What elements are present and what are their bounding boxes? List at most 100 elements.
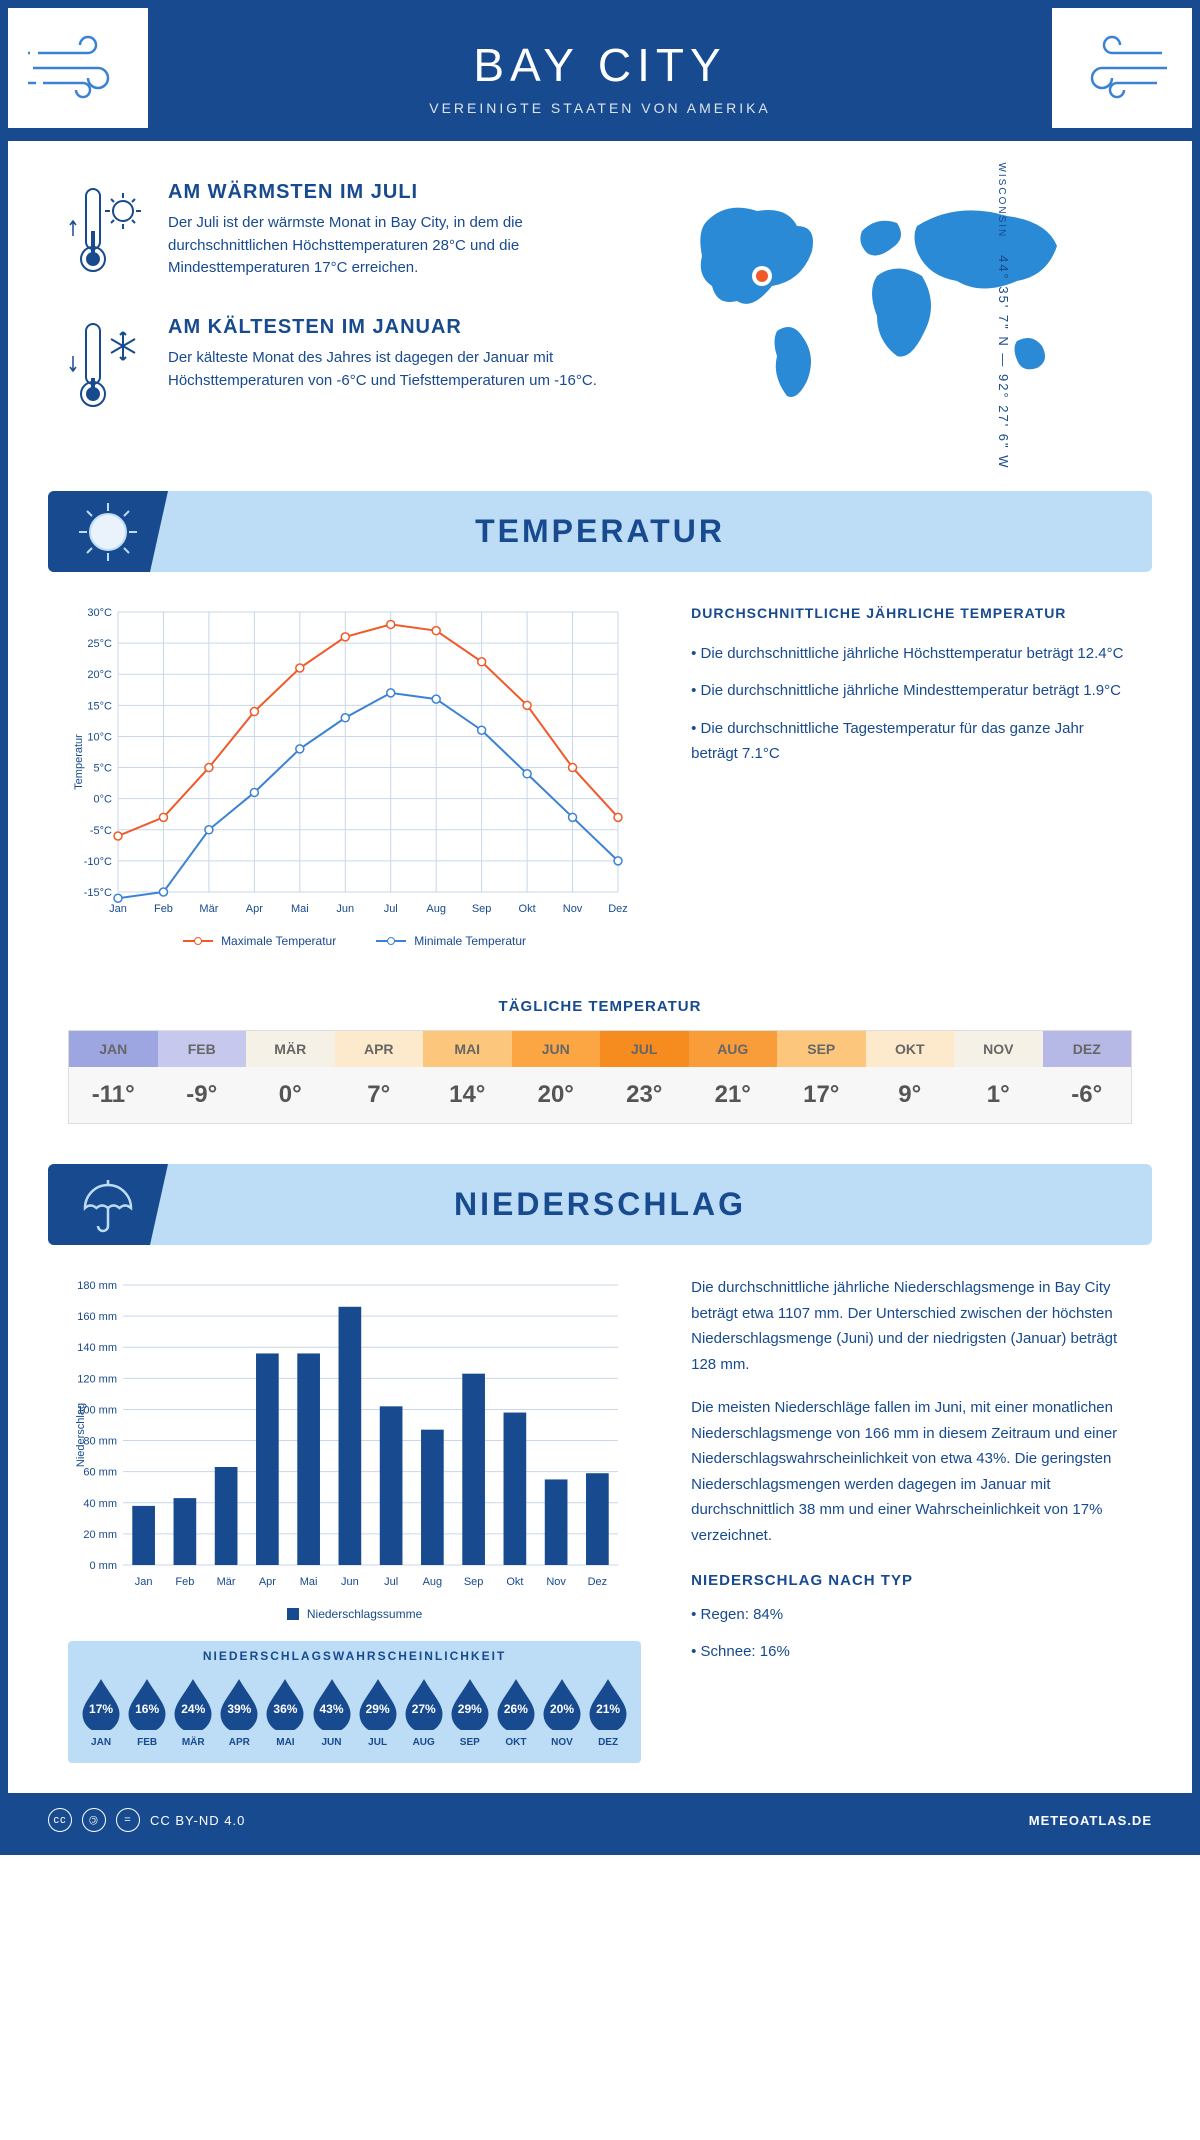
temp-cell-month: JUL bbox=[600, 1031, 689, 1067]
svg-text:40 mm: 40 mm bbox=[83, 1498, 117, 1510]
probability-drop: 17%JAN bbox=[79, 1676, 123, 1748]
temp-cell-value: 14° bbox=[423, 1067, 512, 1123]
svg-text:0°C: 0°C bbox=[94, 794, 113, 806]
precipitation-chart: 0 mm20 mm40 mm60 mm80 mm100 mm120 mm140 … bbox=[68, 1275, 641, 1763]
svg-text:Sep: Sep bbox=[464, 1576, 484, 1588]
svg-text:-5°C: -5°C bbox=[90, 825, 112, 837]
precip-paragraph: Die meisten Niederschläge fallen im Juni… bbox=[691, 1395, 1132, 1548]
svg-text:-10°C: -10°C bbox=[84, 856, 112, 868]
svg-text:140 mm: 140 mm bbox=[77, 1342, 117, 1354]
svg-text:25°C: 25°C bbox=[87, 638, 112, 650]
temp-cell-month: AUG bbox=[689, 1031, 778, 1067]
svg-text:180 mm: 180 mm bbox=[77, 1280, 117, 1292]
svg-text:Dez: Dez bbox=[608, 903, 628, 915]
drop-percent: 39% bbox=[217, 1702, 261, 1716]
temp-cell-value: 20° bbox=[512, 1067, 601, 1123]
drop-percent: 21% bbox=[586, 1702, 630, 1716]
temp-side-title: DURCHSCHNITTLICHE JÄHRLICHE TEMPERATUR bbox=[691, 602, 1132, 626]
svg-text:Mai: Mai bbox=[291, 903, 309, 915]
warm-fact: AM WÄRMSTEN IM JULI Der Juli ist der wär… bbox=[68, 181, 627, 286]
svg-text:20°C: 20°C bbox=[87, 669, 112, 681]
drop-month: SEP bbox=[448, 1737, 492, 1748]
state-label: WISCONSIN bbox=[996, 162, 1007, 238]
svg-text:Apr: Apr bbox=[259, 1576, 276, 1588]
temp-cell-value: -11° bbox=[69, 1067, 158, 1123]
coordinates-label: WISCONSIN 44° 35' 7" N — 92° 27' 6" W bbox=[996, 162, 1011, 469]
svg-text:Feb: Feb bbox=[175, 1576, 194, 1588]
drop-month: NOV bbox=[540, 1737, 584, 1748]
temp-cell: JUN20° bbox=[512, 1031, 601, 1123]
probability-drop: 16%FEB bbox=[125, 1676, 169, 1748]
footer: cc 🄯 = CC BY-ND 4.0 METEOATLAS.DE bbox=[8, 1793, 1192, 1847]
precip-paragraph: Die durchschnittliche jährliche Niedersc… bbox=[691, 1275, 1132, 1377]
svg-text:Aug: Aug bbox=[426, 903, 446, 915]
sun-icon bbox=[48, 491, 168, 572]
svg-text:Jul: Jul bbox=[384, 1576, 398, 1588]
by-icon: 🄯 bbox=[82, 1808, 106, 1832]
drop-month: FEB bbox=[125, 1737, 169, 1748]
drop-percent: 17% bbox=[79, 1702, 123, 1716]
thermometer-sun-icon bbox=[68, 181, 148, 286]
drop-month: JUL bbox=[356, 1737, 400, 1748]
world-map-icon bbox=[667, 181, 1087, 411]
svg-text:15°C: 15°C bbox=[87, 700, 112, 712]
drop-percent: 24% bbox=[171, 1702, 215, 1716]
legend-max-label: Maximale Temperatur bbox=[221, 934, 336, 948]
probability-drop: 29%JUL bbox=[356, 1676, 400, 1748]
footer-license: cc 🄯 = CC BY-ND 4.0 bbox=[48, 1808, 245, 1832]
svg-text:20 mm: 20 mm bbox=[83, 1529, 117, 1541]
svg-text:0 mm: 0 mm bbox=[90, 1560, 118, 1572]
drop-month: OKT bbox=[494, 1737, 538, 1748]
temp-cell: MÄR0° bbox=[246, 1031, 335, 1123]
svg-text:Jul: Jul bbox=[384, 903, 398, 915]
temp-bullet: • Die durchschnittliche Tagestemperatur … bbox=[691, 716, 1132, 767]
probability-drop: 36%MAI bbox=[263, 1676, 307, 1748]
nd-icon: = bbox=[116, 1808, 140, 1832]
drop-percent: 20% bbox=[540, 1702, 584, 1716]
probability-title: NIEDERSCHLAGSWAHRSCHEINLICHKEIT bbox=[68, 1641, 641, 1671]
temperature-legend: Maximale Temperatur Minimale Temperatur bbox=[68, 934, 641, 948]
svg-text:Jan: Jan bbox=[109, 903, 127, 915]
precip-by-type: NIEDERSCHLAG NACH TYP • Regen: 84%• Schn… bbox=[691, 1568, 1132, 1665]
svg-text:120 mm: 120 mm bbox=[77, 1373, 117, 1385]
svg-text:160 mm: 160 mm bbox=[77, 1311, 117, 1323]
temp-cell: DEZ-6° bbox=[1043, 1031, 1132, 1123]
svg-text:-15°C: -15°C bbox=[84, 887, 112, 899]
infographic-container: BAY CITY VEREINIGTE STAATEN VON AMERIKA … bbox=[0, 0, 1200, 1855]
temp-cell-month: JUN bbox=[512, 1031, 601, 1067]
temp-cell-month: MÄR bbox=[246, 1031, 335, 1067]
svg-text:Nov: Nov bbox=[546, 1576, 566, 1588]
license-text: CC BY-ND 4.0 bbox=[150, 1813, 245, 1828]
svg-text:Sep: Sep bbox=[472, 903, 492, 915]
temp-cell-month: APR bbox=[335, 1031, 424, 1067]
temp-cell: FEB-9° bbox=[158, 1031, 247, 1123]
daily-temp-table: JAN-11°FEB-9°MÄR0°APR7°MAI14°JUN20°JUL23… bbox=[68, 1030, 1132, 1124]
temp-cell-value: 9° bbox=[866, 1067, 955, 1123]
temp-cell-month: JAN bbox=[69, 1031, 158, 1067]
svg-text:30°C: 30°C bbox=[87, 607, 112, 619]
temp-cell: MAI14° bbox=[423, 1031, 512, 1123]
probability-drop: 27%AUG bbox=[402, 1676, 446, 1748]
temp-cell: OKT9° bbox=[866, 1031, 955, 1123]
temperature-chart: -15°C-10°C-5°C0°C5°C10°C15°C20°C25°C30°C… bbox=[68, 602, 641, 948]
cold-fact: AM KÄLTESTEN IM JANUAR Der kälteste Mona… bbox=[68, 316, 627, 421]
temp-cell-month: OKT bbox=[866, 1031, 955, 1067]
intro-row: AM WÄRMSTEN IM JULI Der Juli ist der wär… bbox=[8, 141, 1192, 481]
probability-panel: NIEDERSCHLAGSWAHRSCHEINLICHKEIT 17%JAN16… bbox=[68, 1641, 641, 1763]
drop-month: MAI bbox=[263, 1737, 307, 1748]
svg-text:Dez: Dez bbox=[588, 1576, 608, 1588]
intro-facts: AM WÄRMSTEN IM JULI Der Juli ist der wär… bbox=[68, 181, 627, 451]
temp-cell: APR7° bbox=[335, 1031, 424, 1123]
temperature-title: TEMPERATUR bbox=[48, 513, 1152, 550]
header: BAY CITY VEREINIGTE STAATEN VON AMERIKA bbox=[8, 8, 1192, 141]
temp-bullet: • Die durchschnittliche jährliche Höchst… bbox=[691, 641, 1132, 667]
svg-text:Feb: Feb bbox=[154, 903, 173, 915]
drop-month: JUN bbox=[310, 1737, 354, 1748]
precipitation-side-text: Die durchschnittliche jährliche Niedersc… bbox=[691, 1275, 1132, 1763]
thermometer-snow-icon bbox=[68, 316, 148, 421]
legend-min: Minimale Temperatur bbox=[376, 934, 526, 948]
country-subtitle: VEREINIGTE STAATEN VON AMERIKA bbox=[8, 100, 1192, 116]
temp-cell-month: SEP bbox=[777, 1031, 866, 1067]
precipitation-chart-row: 0 mm20 mm40 mm60 mm80 mm100 mm120 mm140 … bbox=[8, 1275, 1192, 1793]
temp-cell: NOV1° bbox=[954, 1031, 1043, 1123]
